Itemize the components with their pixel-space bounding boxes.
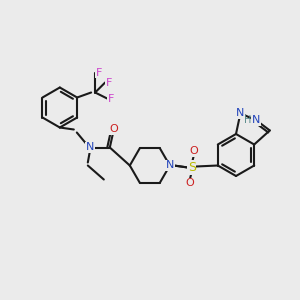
Text: F: F <box>108 94 114 103</box>
Text: N: N <box>166 160 174 170</box>
Text: N: N <box>85 142 94 152</box>
Text: O: O <box>189 146 198 157</box>
Text: F: F <box>106 77 112 88</box>
Text: H: H <box>244 116 251 125</box>
Text: N: N <box>236 109 244 118</box>
Text: N: N <box>166 160 174 170</box>
Text: O: O <box>110 124 118 134</box>
Text: F: F <box>96 68 102 77</box>
Text: N: N <box>252 115 260 125</box>
Text: S: S <box>188 161 196 174</box>
Text: O: O <box>185 178 194 188</box>
